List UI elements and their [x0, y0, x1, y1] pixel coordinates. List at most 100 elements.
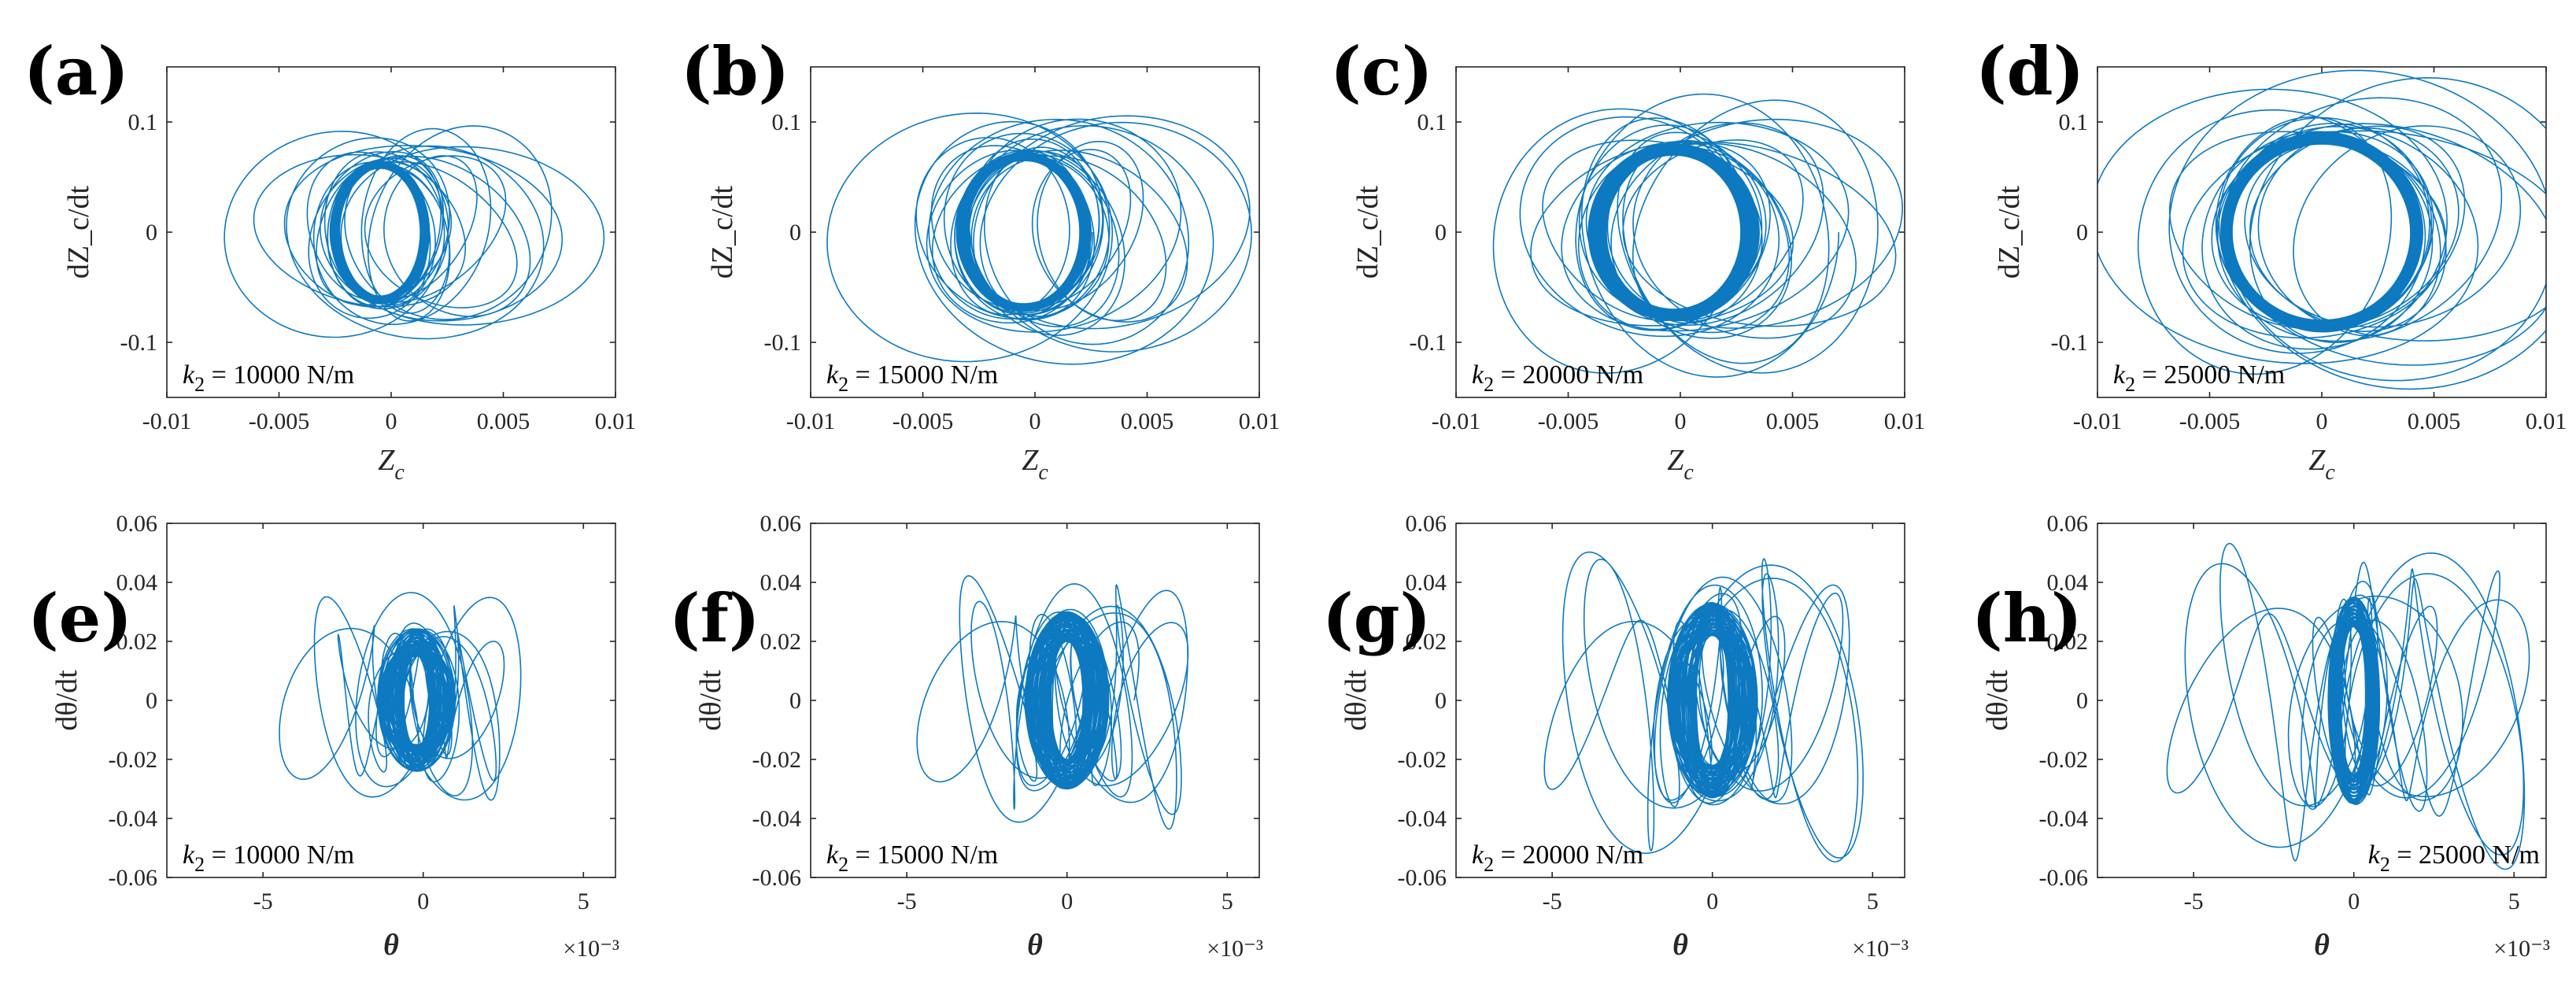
annotation-var: k [183, 360, 195, 390]
y-axis-label: dθ/dt [1981, 670, 2014, 731]
y-tick-label: -0.04 [1398, 806, 1447, 832]
x-axis-label: Zc [378, 444, 405, 485]
annotation-var: k [2113, 360, 2126, 390]
x-tick-label: 5 [578, 888, 589, 914]
x-tick-label: 0.01 [2526, 408, 2567, 434]
y-axis-label: dθ/dt [1340, 670, 1373, 731]
y-tick-label: 0.06 [116, 511, 158, 537]
annotation-sub: 2 [1484, 853, 1494, 876]
x-axis-exponent: ×10⁻³ [1852, 936, 1909, 962]
y-tick-label: 0.06 [760, 511, 802, 537]
x-axis-label-sub: c [1038, 460, 1048, 485]
x-axis-label-main: θ [383, 929, 399, 962]
x-tick-label: -5 [897, 888, 917, 914]
x-tick-label: 0 [386, 408, 397, 434]
y-tick-label: 0.02 [1406, 629, 1447, 655]
y-tick-label: 0.04 [2047, 570, 2089, 596]
trajectory-line [916, 574, 1189, 830]
y-tick-label: -0.06 [1398, 865, 1447, 891]
y-tick-label: 0 [1435, 688, 1447, 714]
stiffness-annotation: k2 = 10000 N/m [183, 840, 354, 876]
stiffness-annotation: k2 = 15000 N/m [826, 840, 998, 876]
x-axis-label-main: Z [378, 444, 395, 477]
x-axis-label: Zc [2308, 444, 2335, 485]
panel-label: (b) [681, 32, 789, 110]
annotation-value: = 10000 N/m [205, 840, 354, 870]
x-tick-label: -0.01 [786, 408, 836, 434]
x-axis-label-sub: c [394, 460, 405, 485]
x-tick-label: -5 [2184, 888, 2204, 914]
x-tick-label: -5 [253, 888, 273, 914]
y-tick-label: 0.1 [128, 109, 158, 135]
annotation-var: k [2368, 840, 2381, 870]
annotation-sub: 2 [194, 853, 205, 876]
y-tick-label: -0.04 [2039, 806, 2089, 832]
panel-b: -0.01 -0.005 0 0.005 0.01-0.100.1ZcdZ_c/dtk2… [681, 32, 1280, 485]
x-tick-label: 0.005 [477, 408, 530, 434]
stiffness-annotation: k2 = 15000 N/m [826, 360, 998, 396]
y-tick-label: 0.1 [1417, 109, 1447, 135]
annotation-value: = 10000 N/m [205, 360, 354, 390]
x-tick-label: 0.005 [2408, 408, 2461, 434]
x-axis-exponent: ×10⁻³ [2493, 936, 2550, 962]
y-tick-label: -0.1 [2051, 330, 2089, 356]
y-axis-label: dθ/dt [694, 670, 727, 731]
panel-label: (f) [669, 579, 760, 657]
annotation-sub: 2 [838, 373, 848, 396]
y-tick-label: -0.1 [1410, 330, 1447, 356]
stiffness-annotation: k2 = 20000 N/m [1472, 840, 1643, 876]
x-tick-label: 0.005 [1121, 408, 1174, 434]
panel-label: (c) [1330, 32, 1433, 110]
x-axis-label-main: Z [1667, 444, 1684, 477]
x-tick-label: 0 [1061, 888, 1073, 914]
y-tick-label: 0 [789, 688, 801, 714]
x-tick-label: 0.005 [1766, 408, 1820, 434]
stiffness-annotation: k2 = 25000 N/m [2368, 840, 2540, 876]
y-tick-label: -0.04 [109, 806, 158, 832]
panel-f: -5 0 5 -0.06 -0.04 -0.02 0 0.02 0.04 0.06 θ ×10⁻³ dθ… [669, 511, 1263, 962]
x-axis-exponent: ×10⁻³ [1207, 936, 1263, 962]
trajectory-line [1543, 551, 1865, 863]
axes-frame [810, 66, 1260, 398]
y-tick-label: -0.02 [2039, 747, 2089, 773]
y-tick-label: 0.1 [2059, 109, 2089, 135]
x-tick-label: 0.01 [1239, 408, 1281, 434]
panel-label: (h) [1972, 579, 2083, 657]
annotation-value: = 20000 N/m [1494, 360, 1643, 390]
x-axis-label: θ [1672, 929, 1688, 962]
y-tick-label: -0.02 [109, 747, 158, 773]
y-tick-label: 0 [146, 688, 157, 714]
y-tick-label: 0 [2076, 688, 2088, 714]
x-tick-label: 0 [1675, 408, 1687, 434]
x-tick-label: 0.01 [595, 408, 637, 434]
annotation-sub: 2 [194, 373, 205, 396]
trajectory-line [826, 112, 1252, 365]
x-tick-label: 0 [2316, 408, 2328, 434]
y-tick-label: 0 [1435, 220, 1447, 246]
y-tick-label: -0.04 [752, 806, 802, 832]
annotation-value: = 15000 N/m [848, 360, 998, 390]
annotation-var: k [826, 360, 839, 390]
annotation-sub: 2 [1484, 373, 1494, 396]
stiffness-annotation: k2 = 20000 N/m [1472, 360, 1643, 396]
trajectory-line [224, 125, 605, 340]
annotation-value: = 20000 N/m [1494, 840, 1643, 870]
trajectory-line [1492, 93, 1903, 379]
y-tick-label: -0.1 [120, 330, 158, 356]
x-axis-label-sub: c [2325, 460, 2335, 485]
y-tick-label: -0.02 [752, 747, 802, 773]
annotation-value: = 25000 N/m [2390, 840, 2540, 870]
x-tick-label: 5 [1221, 888, 1233, 914]
x-axis-label-main: θ [1672, 929, 1688, 962]
annotation-var: k [1472, 360, 1484, 390]
x-axis-label: Zc [1022, 444, 1048, 485]
stiffness-annotation: k2 = 25000 N/m [2113, 360, 2285, 396]
x-tick-label: 5 [1867, 888, 1879, 914]
y-axis-label: dZ_c/dt [62, 185, 95, 279]
x-tick-label: -5 [1543, 888, 1562, 914]
x-tick-label: 0 [1029, 408, 1041, 434]
y-tick-label: 0.06 [1406, 511, 1447, 537]
y-tick-label: 0.04 [116, 570, 158, 596]
x-tick-label: -0.01 [2073, 408, 2123, 434]
